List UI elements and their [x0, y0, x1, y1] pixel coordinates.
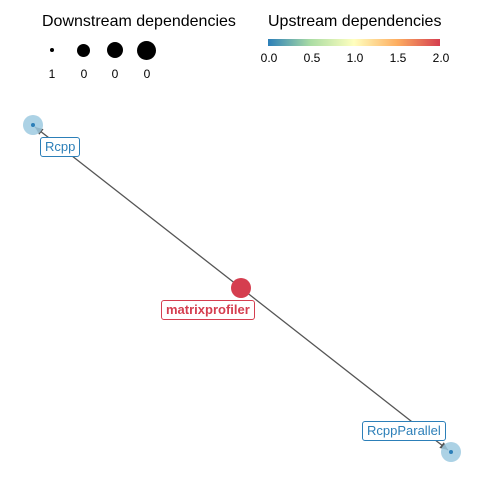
node-label-rcpp[interactable]: Rcpp	[40, 137, 81, 157]
upstream-colorbar	[268, 39, 440, 46]
downstream-size-dot-3	[107, 42, 123, 58]
node-rcppparallel-center	[449, 450, 453, 454]
downstream-size-dot-4	[137, 41, 156, 60]
colorbar-tick-label: 1.5	[389, 51, 407, 65]
node-rcpp-center	[31, 123, 35, 127]
downstream-size-label: 0	[80, 67, 88, 81]
colorbar-tick-label: 0.5	[303, 51, 321, 65]
downstream-legend-title: Downstream dependencies	[42, 13, 236, 30]
node-label-matrixprofiler[interactable]: matrixprofiler	[161, 300, 255, 320]
colorbar-tick-label: 1.0	[346, 51, 364, 65]
downstream-size-dot-2	[77, 44, 90, 57]
upstream-legend-title: Upstream dependencies	[268, 13, 442, 30]
downstream-size-label: 0	[111, 67, 119, 81]
colorbar-tick-label: 0.0	[260, 51, 278, 65]
downstream-size-label: 0	[143, 67, 151, 81]
colorbar-tick-label: 2.0	[432, 51, 450, 65]
node-label-rcppparallel[interactable]: RcppParallel	[362, 421, 446, 441]
node-matrixprofiler[interactable]	[231, 278, 251, 298]
downstream-size-dot-1	[50, 48, 54, 52]
downstream-size-label: 1	[48, 67, 56, 81]
